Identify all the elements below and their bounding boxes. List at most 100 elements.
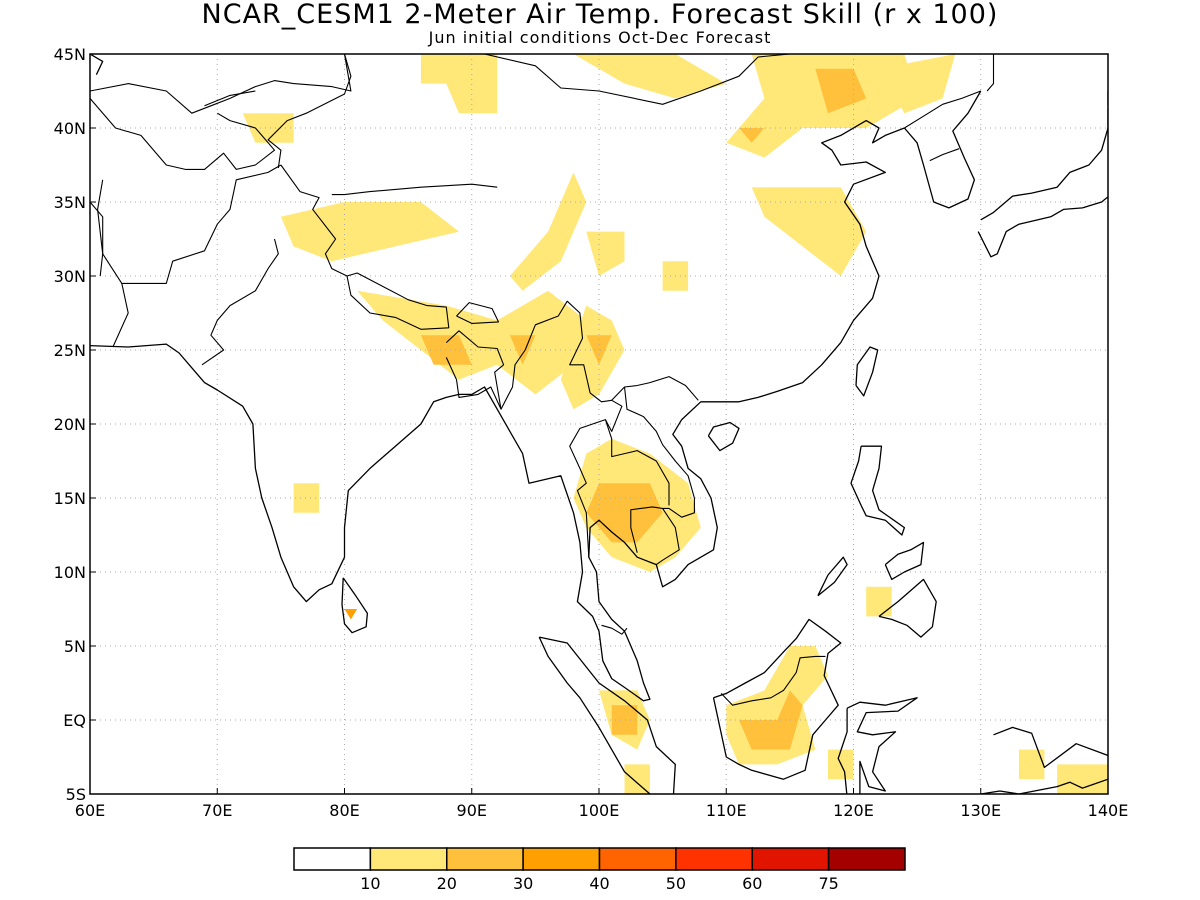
map-subtitle: Jun initial conditions Oct-Dec Forecast (428, 28, 772, 47)
coastline-layer (90, 54, 1108, 794)
coastline-palawan (817, 556, 848, 597)
skill-region-sumatra-core (611, 705, 638, 735)
border-thai-malay (601, 624, 628, 635)
colorbar-swatch (827, 847, 906, 871)
colorbar-label: 40 (589, 874, 609, 893)
y-tick-label: 35N (54, 193, 86, 212)
x-tick-label: 110E (706, 801, 747, 820)
border-bangladesh (445, 330, 505, 410)
y-tick-label: 10N (54, 563, 86, 582)
colorbar-swatch (675, 847, 753, 871)
x-tick-label: 70E (202, 801, 232, 820)
coastline-hainan (707, 421, 740, 452)
skill-region-north-china (726, 54, 918, 158)
y-tick-label: 20N (54, 415, 86, 434)
skill-region-sri-lanka-core (344, 609, 358, 620)
y-tick-label: 5N (64, 637, 86, 656)
skill-region-australia-north (1057, 764, 1108, 794)
y-tick-label: 15N (54, 489, 86, 508)
y-axis-ticks: 5S EQ 5N 10N 15N 20N 25N 30N 35N 40N 45N (54, 45, 96, 804)
coastline-taiwan (855, 346, 879, 397)
y-tick-label: 45N (54, 45, 86, 64)
border-kazakh-kyrgyz (204, 90, 256, 107)
coastline-arabia-persia-coast (90, 119, 905, 702)
border-north-korea-china (904, 90, 981, 129)
border-borneo-border (720, 655, 826, 706)
y-tick-label: 25N (54, 341, 86, 360)
x-axis-ticks: 60E 70E 80E 90E 100E 110E 120E 130E 140E (75, 788, 1129, 820)
skill-region-kashmir (242, 113, 294, 143)
border-korea-dmz (929, 148, 960, 162)
skill-region-himalaya-foothills (357, 290, 587, 395)
colorbar-swatch (293, 847, 372, 871)
skill-region-central-india (293, 483, 320, 513)
skill-region-new-guinea (1018, 749, 1045, 780)
coastline-philippines-visayas (884, 541, 925, 581)
coastline-borneo-coast (712, 618, 842, 780)
coastline-hokkaido (1107, 90, 1108, 106)
colorbar-label: 75 (818, 874, 838, 893)
colorbar-label: 10 (360, 874, 380, 893)
skill-region-northeast-plain (879, 54, 956, 114)
skill-region-central-asia-north (420, 54, 498, 114)
border-iran-pak (112, 283, 129, 348)
y-tick-label: 40N (54, 119, 86, 138)
border-laos-thailand (604, 419, 670, 506)
border-china-kazakh (267, 54, 352, 169)
x-tick-label: 140E (1088, 801, 1129, 820)
coastline-sri-lanka (341, 577, 369, 634)
coastline-australia-tip (980, 778, 1108, 794)
border-nepal (346, 272, 450, 330)
skill-region-yunnan (560, 305, 625, 410)
border-central-asia-north-border (90, 54, 352, 114)
y-tick-label: 5S (66, 785, 86, 804)
colorbar-swatch (598, 847, 677, 871)
border-china-mongolia (483, 54, 791, 105)
x-tick-label: 60E (75, 801, 105, 820)
skill-region-bengal-core (420, 335, 472, 365)
x-tick-label: 80E (329, 801, 359, 820)
border-china-russia-ne (914, 54, 995, 92)
y-tick-label: EQ (63, 711, 86, 730)
border-laos-east (623, 386, 695, 528)
skill-region-yellow-sea-coast (751, 187, 867, 276)
border-afghan-pak (90, 164, 282, 284)
colorbar-label: 60 (742, 874, 762, 893)
colorbar-label: 50 (666, 874, 686, 893)
coastline-philippines-mindanao (878, 578, 937, 638)
skill-region-ordos-core (739, 128, 765, 143)
coastline-korea-coast (903, 90, 982, 209)
border-iran-afghan (97, 179, 104, 277)
coastline-sulawesi-coast (837, 697, 918, 794)
skill-region-mongolia (573, 54, 727, 99)
coastline-japan-west-coast (980, 108, 1108, 221)
colorbar-label: 20 (437, 874, 457, 893)
skill-region-assam-core (509, 335, 536, 365)
colorbar: 10 20 30 40 50 60 75 (293, 847, 906, 893)
colorbar-label: 30 (513, 874, 533, 893)
border-cambodia-thailand (630, 527, 638, 553)
border-myanmar-india (500, 300, 623, 558)
skill-region-sichuan (586, 231, 625, 276)
x-tick-label: 130E (960, 801, 1001, 820)
coastline-sumatra (538, 636, 676, 794)
coastline-philippines-luzon (850, 445, 906, 536)
skill-region-philippines (866, 586, 892, 617)
coastline-new-guinea-coast (993, 726, 1108, 769)
border-bhutan (456, 302, 500, 324)
x-tick-label: 120E (833, 801, 874, 820)
y-tick-label: 30N (54, 267, 86, 286)
coastline-japan-kyushu-honshu (977, 195, 1108, 258)
border-cambodia-vietnam (655, 508, 680, 566)
colorbar-swatch (369, 847, 448, 871)
x-tick-label: 100E (579, 801, 620, 820)
skill-region-tibet-east (509, 172, 587, 291)
coastline-caspian-east (90, 54, 104, 75)
map-title: NCAR_CESM1 2-Meter Air Temp. Forecast Sk… (201, 0, 999, 30)
x-tick-label: 90E (457, 801, 487, 820)
border-turkmen-uzbek (90, 98, 276, 170)
border-india-pak-west (201, 238, 279, 366)
border-india-pak-east (280, 164, 348, 277)
colorbar-swatch (446, 847, 524, 871)
